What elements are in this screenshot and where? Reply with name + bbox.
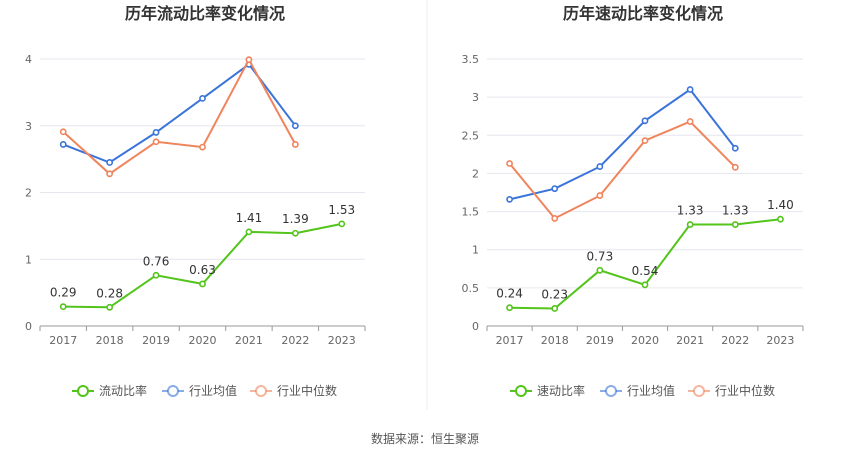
chart1-data-point [291,122,299,130]
chart2-ytick-label: 1.5 [462,206,480,219]
chart2-data-point [506,304,513,312]
chart1-data-label: 0.76 [143,254,170,268]
chart2-data-point [596,163,604,170]
chart1-legend-marker [255,385,267,397]
chart2-title: 历年速动比率变化情况 [563,4,723,23]
chart1-ytick-label: 1 [25,253,32,266]
chart2-ytick-label: 0.5 [462,282,480,295]
chart2-xtick-label: 2021 [676,334,704,347]
chart1-xtick-label: 2021 [235,334,263,347]
chart2-data-label: 0.24 [496,287,523,301]
chart2-data-label: 0.23 [541,287,568,301]
chart2-data-point [686,86,694,93]
chart1-ytick-label: 3 [25,120,32,133]
chart2-data-point [731,221,739,228]
chart1-data-point [199,280,206,288]
chart2-data-point [641,137,649,145]
chart1-legend-label: 行业均值 [189,383,237,398]
chart2-data-label: 1.33 [722,204,749,218]
chart2-data-point [506,160,513,167]
chart2-data-point [777,215,784,223]
chart1-data-label: 0.28 [96,286,123,300]
chart1-title: 历年流动比率变化情况 [125,4,285,23]
source-note: 数据来源：恒生聚源 [371,431,479,446]
chart1-data-point [291,141,299,148]
chart2-xtick-label: 2019 [586,334,614,347]
chart1-legend-label: 流动比率 [99,383,147,398]
chart1-data-label: 1.39 [282,212,309,226]
chart1-data-point [59,128,67,136]
chart2-xtick-label: 2018 [541,334,569,347]
chart2-data-point [596,192,604,199]
chart2-legend-label: 行业均值 [627,383,675,398]
chart1-data-point [106,159,114,166]
chart2-series-line [508,120,737,220]
chart1-ytick-label: 4 [25,53,32,66]
chart2-data-point [551,185,559,193]
chart2-xtick-label: 2017 [496,334,524,347]
chart1-data-point [245,56,253,64]
chart1-legend-marker [167,385,179,397]
chart2-data-point [731,144,739,152]
chart2-data-point [506,195,513,203]
chart2-ytick-label: 1 [472,244,479,257]
chart2-data-label: 0.73 [586,249,613,263]
chart2-data-point [641,281,649,289]
chart1-xtick-label: 2023 [328,334,356,347]
chart2-legend-marker [515,385,527,397]
chart1-data-point [338,220,346,228]
chart1-ytick-label: 0 [25,320,32,333]
chart1-data-point [152,138,160,146]
chart1-series-line [62,57,297,176]
chart1-legend-marker [77,385,89,397]
chart2-data-point [551,215,559,222]
chart1-data-point [106,170,114,178]
chart1-data-point [152,129,160,136]
chart1-xtick-label: 2020 [189,334,217,347]
chart1-data-point [59,303,67,311]
chart2-data-label: 1.40 [767,198,794,212]
chart1-xtick-label: 2019 [142,334,170,347]
chart1-data-point [291,229,299,237]
chart1-ytick-label: 2 [25,187,32,200]
chart1-xtick-label: 2022 [281,334,309,347]
chart2-ytick-label: 2.5 [462,129,480,142]
chart2-ytick-label: 2 [472,167,479,180]
chart2-data-label: 0.54 [632,264,659,278]
chart1-data-point [199,94,206,102]
chart2-data-point [731,163,739,171]
chart1-data-point [245,228,253,236]
chart2-xtick-label: 2020 [631,334,659,347]
chart2-ytick-label: 3.5 [462,53,480,66]
chart2-xtick-label: 2023 [766,334,794,347]
chart1-data-point [152,271,160,279]
chart2-legend-marker [605,385,617,397]
chart1-xtick-label: 2017 [49,334,77,347]
chart1-data-point [199,143,206,151]
chart1-data-point [106,303,114,311]
chart1-data-label: 1.41 [236,211,263,225]
chart1-data-label: 1.53 [328,203,355,217]
chart1-legend-label: 行业中位数 [277,383,337,398]
chart2-legend-marker [693,385,705,397]
chart2-legend-label: 速动比率 [537,383,585,398]
chart2-legend-label: 行业中位数 [715,383,775,398]
chart1-data-point [59,141,67,148]
chart2-xtick-label: 2022 [721,334,749,347]
chart2-ytick-label: 3 [472,91,479,104]
chart2-data-point [641,117,649,125]
chart2-data-point [596,266,604,274]
chart2-data-point [686,118,694,125]
chart1-data-label: 0.29 [50,286,77,300]
chart2-data-point [686,221,694,228]
chart2-series-line [509,88,737,201]
chart1-xtick-label: 2018 [96,334,124,347]
chart1-data-label: 0.63 [189,263,216,277]
chart2-data-label: 1.33 [677,204,704,218]
chart2-data-point [551,305,559,312]
chart2-ytick-label: 0 [472,320,479,333]
